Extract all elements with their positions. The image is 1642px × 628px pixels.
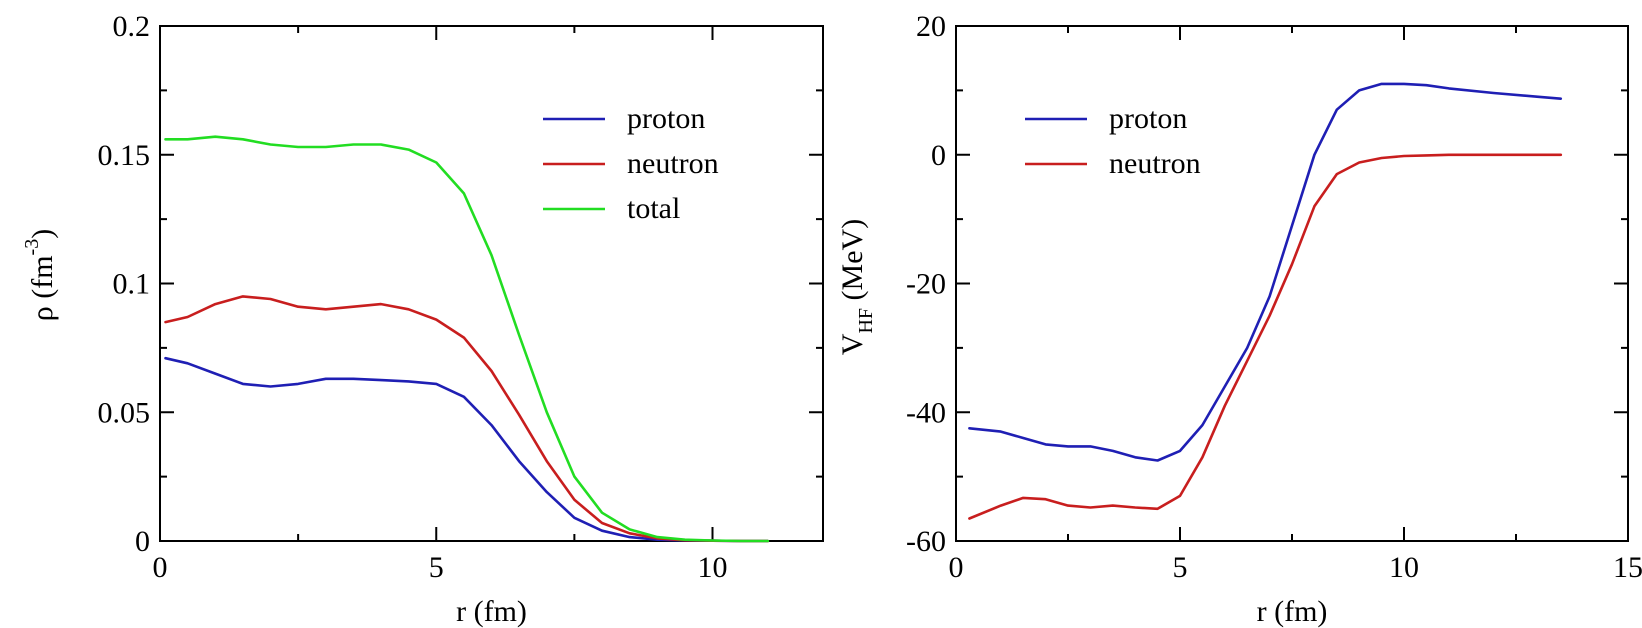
legend-label-proton: proton [1109,102,1187,135]
y-axis-title-main: V [836,333,869,355]
series-line-neutron [164,295,770,543]
legend-label-proton: proton [627,102,705,135]
y-axis-title: ρ (fm-3) [21,229,59,321]
y-axis-title-main: ρ (fm [26,255,59,321]
legend-label-neutron: neutron [1109,147,1201,180]
chart-panel-1: 0 5 10 0 0.05 0.1 0.15 0.2 r (fm) ρ (fm-3) proton n… [21,10,824,628]
plot-frame [955,25,1629,542]
chart-panel-2: 0 5 10 15 -60 -40 -20 0 20 r (fm) VHF (MeV) proton n… [836,10,1642,628]
y-tick-label: -20 [906,268,946,301]
series-line-proton [164,356,770,543]
x-tick-label: 0 [153,551,168,584]
y-axis-title-close: (MeV) [836,219,869,308]
y-tick-label: -40 [906,396,946,429]
y-tick-label: -60 [906,525,946,558]
y-tick-label: 0.2 [113,10,151,43]
x-tick-label: 0 [949,551,964,584]
x-tick-label: 10 [698,551,728,584]
series-line-neutron [968,153,1563,520]
x-tick-label: 10 [1389,551,1419,584]
plot-frame [159,25,824,542]
legend-label-total: total [627,192,680,225]
y-tick-label: 0.1 [113,268,151,301]
y-tick-label: 0 [931,139,946,172]
x-axis-title: r (fm) [456,595,527,628]
legend: proton neutron total [543,102,719,225]
x-tick-label: 15 [1613,551,1642,584]
y-tick-label: 0.05 [98,396,151,429]
y-tick-label: 0 [135,525,150,558]
x-tick-label: 5 [1173,551,1188,584]
series-line-total [164,135,770,543]
y-axis-title-subscript: HF [855,308,877,334]
x-axis-title: r (fm) [1257,595,1328,628]
series-line-proton [968,82,1563,462]
y-axis-title: VHF (MeV) [836,219,877,355]
y-tick-label: 20 [916,10,946,43]
y-axis-title-close: ) [26,229,59,239]
legend-label-neutron: neutron [627,147,719,180]
x-tick-label: 5 [429,551,444,584]
y-axis-title-superscript: -3 [21,239,43,256]
y-tick-label: 0.15 [98,139,151,172]
legend: proton neutron [1025,102,1201,180]
